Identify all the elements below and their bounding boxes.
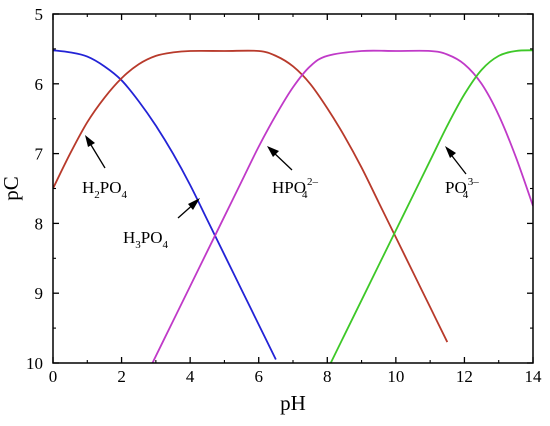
series-line-2 xyxy=(151,49,533,363)
series-line-1 xyxy=(53,49,449,343)
x-tick-label: 0 xyxy=(49,367,58,386)
series-line-0 xyxy=(53,49,277,360)
label-hpo4: HPO2– 4 xyxy=(272,176,319,201)
y-tick-label: 9 xyxy=(35,284,44,303)
y-tick-label: 8 xyxy=(35,214,44,233)
x-tick-label: 12 xyxy=(456,367,473,386)
x-axis-title: pH xyxy=(280,391,306,415)
x-tick-label: 2 xyxy=(117,367,126,386)
x-tick-label: 6 xyxy=(254,367,263,386)
arrowhead-h3po4 xyxy=(188,198,200,210)
curves xyxy=(53,49,533,363)
y-tick-label: 10 xyxy=(26,354,43,373)
label-h2po4: H2PO4 xyxy=(82,178,128,201)
tick-labels: 0 2 4 6 8 10 12 14 5 6 7 8 9 10 xyxy=(26,5,542,386)
arrowhead-h2po4 xyxy=(85,135,95,147)
x-tick-label: 8 xyxy=(323,367,332,386)
axis-ticks xyxy=(52,13,534,364)
y-tick-label: 5 xyxy=(35,5,44,24)
label-po4: PO3– 4 xyxy=(445,176,479,201)
y-tick-label: 7 xyxy=(35,145,44,164)
y-tick-label: 6 xyxy=(35,75,44,94)
x-tick-label: 4 xyxy=(186,367,195,386)
label-h3po4: H3PO4 xyxy=(123,228,169,251)
annotation-arrows xyxy=(85,135,467,219)
y-axis-title: pC xyxy=(0,176,23,201)
arrowhead-po4 xyxy=(445,146,456,158)
series-line-3 xyxy=(329,49,533,363)
x-tick-label: 10 xyxy=(387,367,404,386)
x-tick-label: 14 xyxy=(525,367,543,386)
arrowhead-hpo4 xyxy=(267,146,279,157)
